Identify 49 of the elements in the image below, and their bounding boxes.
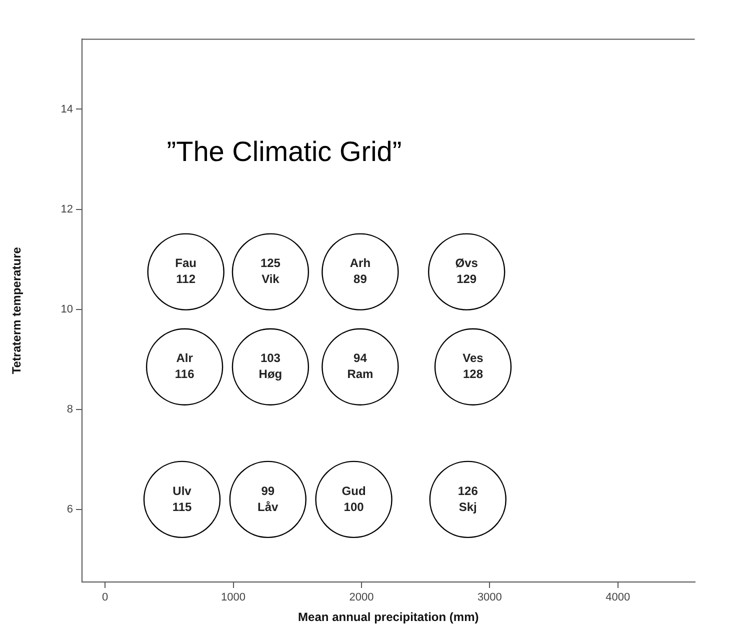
- annotation: Høg: [258, 367, 282, 382]
- annotation: Alr: [176, 351, 194, 366]
- annotation: Øvs: [455, 256, 478, 270]
- x-tick-label: 1000: [221, 592, 246, 604]
- annotation: Ves: [462, 351, 484, 366]
- point: [146, 328, 224, 406]
- annotation: Arh: [350, 256, 371, 270]
- point: [143, 460, 221, 538]
- annotation: 94: [354, 351, 368, 366]
- annotation: 115: [172, 500, 192, 514]
- annotation: 129: [456, 272, 477, 286]
- point: [315, 460, 392, 538]
- annotation: 100: [344, 500, 364, 514]
- x-axis-title: Mean annual precipitation (mm): [298, 610, 479, 624]
- annotation: 116: [174, 367, 195, 382]
- x-tick-label: 2000: [349, 592, 374, 604]
- annotation: Vik: [262, 272, 280, 286]
- point: [428, 233, 506, 310]
- annotation: 99: [261, 484, 275, 498]
- annotation: 126: [458, 484, 478, 498]
- annotation: 103: [260, 351, 281, 366]
- annotation: 128: [462, 367, 484, 382]
- point: [147, 233, 224, 310]
- point: [232, 328, 310, 406]
- y-tick-label: 6: [66, 503, 73, 516]
- annotation: Fau: [175, 256, 197, 270]
- point: [429, 460, 506, 538]
- point: [434, 328, 512, 406]
- x-tick-label: 3000: [477, 592, 502, 604]
- annotation: Gud: [342, 484, 366, 498]
- point: [322, 233, 399, 310]
- y-tick-label: 8: [66, 403, 73, 416]
- point: [232, 233, 310, 310]
- annotation: Låv: [258, 500, 279, 514]
- y-tick-label: 10: [60, 303, 73, 316]
- point: [229, 460, 306, 538]
- annotation: Ram: [347, 367, 374, 382]
- x-tick-label: 4000: [606, 592, 630, 604]
- annotation: 89: [354, 272, 368, 286]
- point: [322, 328, 399, 406]
- annotation: 112: [176, 272, 196, 286]
- text: ”The Climatic Grid”: [166, 136, 402, 167]
- y-axis-title: Tetraterm temperature: [10, 246, 24, 374]
- annotation: Skj: [458, 500, 477, 514]
- y-tick-label: 12: [60, 203, 73, 216]
- x-tick-label: 0: [102, 592, 108, 604]
- y-tick-label: 14: [60, 103, 73, 116]
- annotation: Ulv: [172, 484, 192, 498]
- annotation: 125: [260, 256, 281, 270]
